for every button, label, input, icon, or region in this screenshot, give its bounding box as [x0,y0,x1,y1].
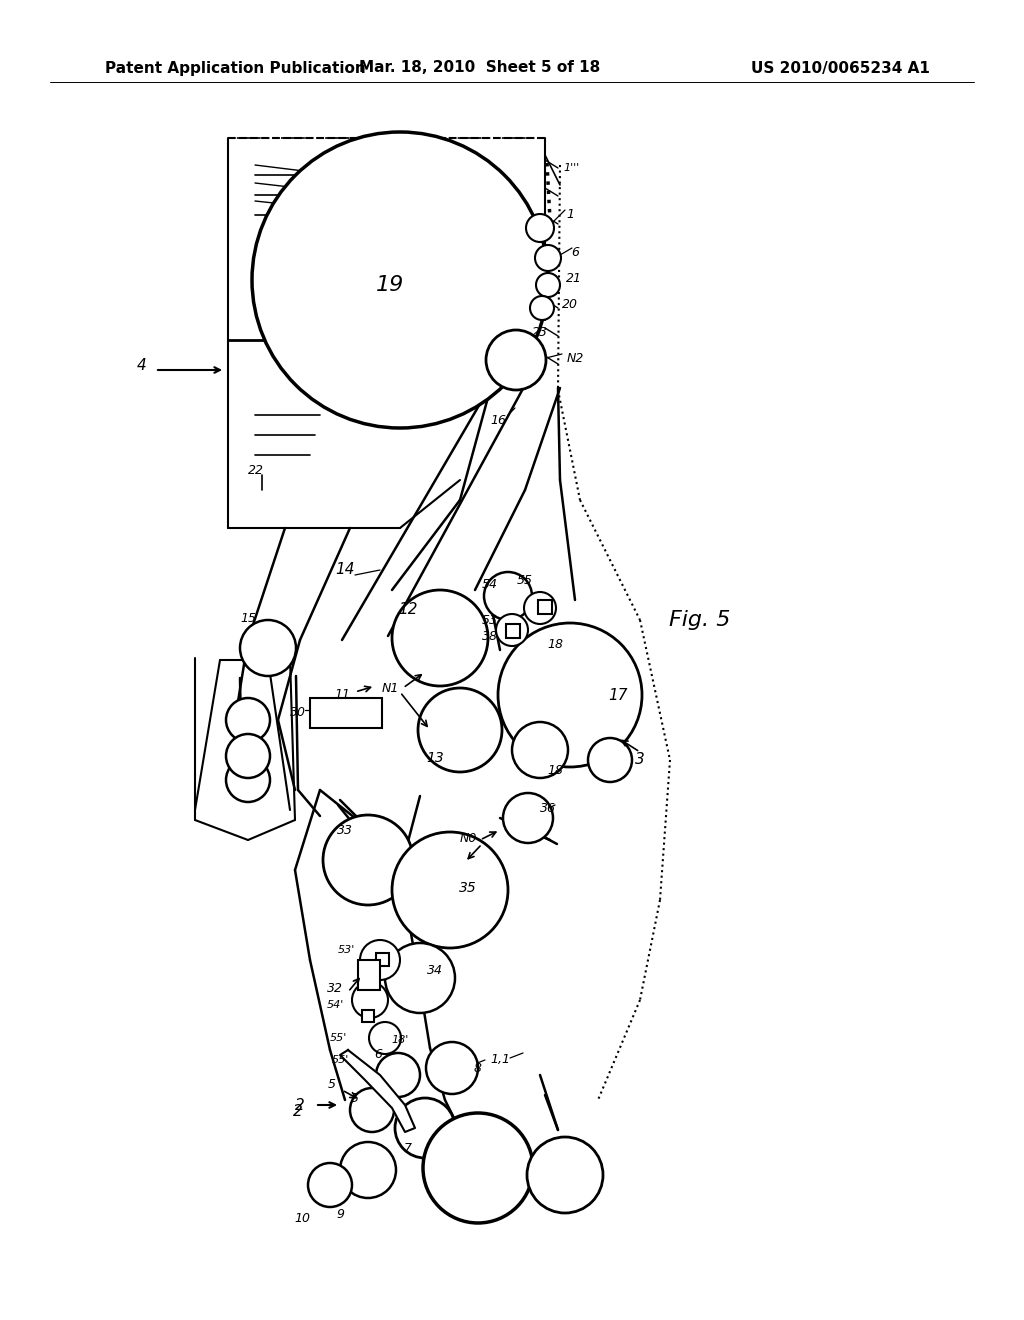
Text: 34: 34 [427,964,443,977]
Circle shape [360,940,400,979]
Text: 14: 14 [335,562,354,578]
Text: 33: 33 [337,824,353,837]
Text: 9: 9 [336,1209,344,1221]
Text: 20: 20 [562,297,578,310]
Bar [376,953,389,966]
Text: 12: 12 [398,602,418,618]
Text: 53': 53' [337,945,354,954]
Bar [362,1010,374,1022]
Bar [538,601,552,614]
Text: 17: 17 [608,688,628,702]
Text: 30: 30 [290,705,306,718]
Text: 2: 2 [293,1105,303,1119]
Circle shape [426,1041,478,1094]
Text: N0: N0 [460,832,477,845]
Circle shape [535,246,561,271]
Text: 18: 18 [547,639,563,652]
Circle shape [376,1053,420,1097]
Text: 5: 5 [351,1092,359,1105]
Text: 18': 18' [391,1035,409,1045]
Circle shape [226,698,270,742]
Circle shape [486,330,546,389]
Circle shape [392,590,488,686]
Circle shape [526,214,554,242]
Circle shape [240,620,296,676]
Text: US 2010/0065234 A1: US 2010/0065234 A1 [752,61,930,75]
Text: 53: 53 [482,614,498,627]
Circle shape [385,942,455,1012]
Text: 55': 55' [332,1055,348,1065]
Polygon shape [340,1049,415,1133]
Circle shape [530,296,554,319]
Text: 35: 35 [459,880,477,895]
Circle shape [352,982,388,1018]
Circle shape [588,738,632,781]
Circle shape [527,1137,603,1213]
Text: 5: 5 [328,1078,336,1092]
Text: 36: 36 [540,801,556,814]
Text: 1''': 1''' [564,162,580,173]
Text: 18: 18 [547,763,563,776]
Text: Fig. 5: Fig. 5 [670,610,731,630]
Circle shape [418,688,502,772]
Circle shape [252,132,548,428]
Circle shape [536,273,560,297]
Circle shape [350,1088,394,1133]
Circle shape [226,734,270,777]
Bar [310,698,382,729]
Circle shape [484,572,532,620]
Circle shape [503,793,553,843]
Text: 7: 7 [404,1142,412,1155]
Bar [506,624,520,638]
Circle shape [226,758,270,803]
Text: 22: 22 [248,463,264,477]
Text: 16: 16 [490,413,506,426]
Circle shape [369,1022,401,1053]
Circle shape [392,832,508,948]
Text: 38: 38 [482,630,498,643]
Text: 19: 19 [376,275,404,294]
Circle shape [512,722,568,777]
Text: 15: 15 [240,611,256,624]
Text: 23: 23 [532,326,548,338]
Text: 4: 4 [137,358,146,372]
Circle shape [423,1113,534,1224]
Text: 8: 8 [474,1061,482,1074]
Text: N1: N1 [381,681,398,694]
Circle shape [498,623,642,767]
Text: 13: 13 [426,751,443,766]
Circle shape [308,1163,352,1206]
Text: 54': 54' [327,1001,344,1010]
Circle shape [524,591,556,624]
Text: Mar. 18, 2010  Sheet 5 of 18: Mar. 18, 2010 Sheet 5 of 18 [359,61,601,75]
Circle shape [496,614,528,645]
Text: 10: 10 [294,1212,310,1225]
Circle shape [340,1142,396,1199]
Circle shape [323,814,413,906]
Bar [358,960,380,990]
Text: 11: 11 [334,688,350,701]
Text: 6: 6 [571,246,579,259]
Text: 2: 2 [295,1097,305,1113]
Text: 1: 1 [566,209,574,222]
Text: N2: N2 [566,351,584,364]
Text: 55': 55' [330,1034,347,1043]
Text: Patent Application Publication: Patent Application Publication [105,61,366,75]
Text: 55: 55 [517,573,534,586]
Text: 21: 21 [566,272,582,285]
Text: 1,1: 1,1 [490,1053,510,1067]
Text: 3: 3 [635,752,645,767]
Text: 54: 54 [482,578,498,591]
Circle shape [395,1098,455,1158]
Text: 6: 6 [374,1048,382,1061]
Text: 32: 32 [327,982,343,994]
